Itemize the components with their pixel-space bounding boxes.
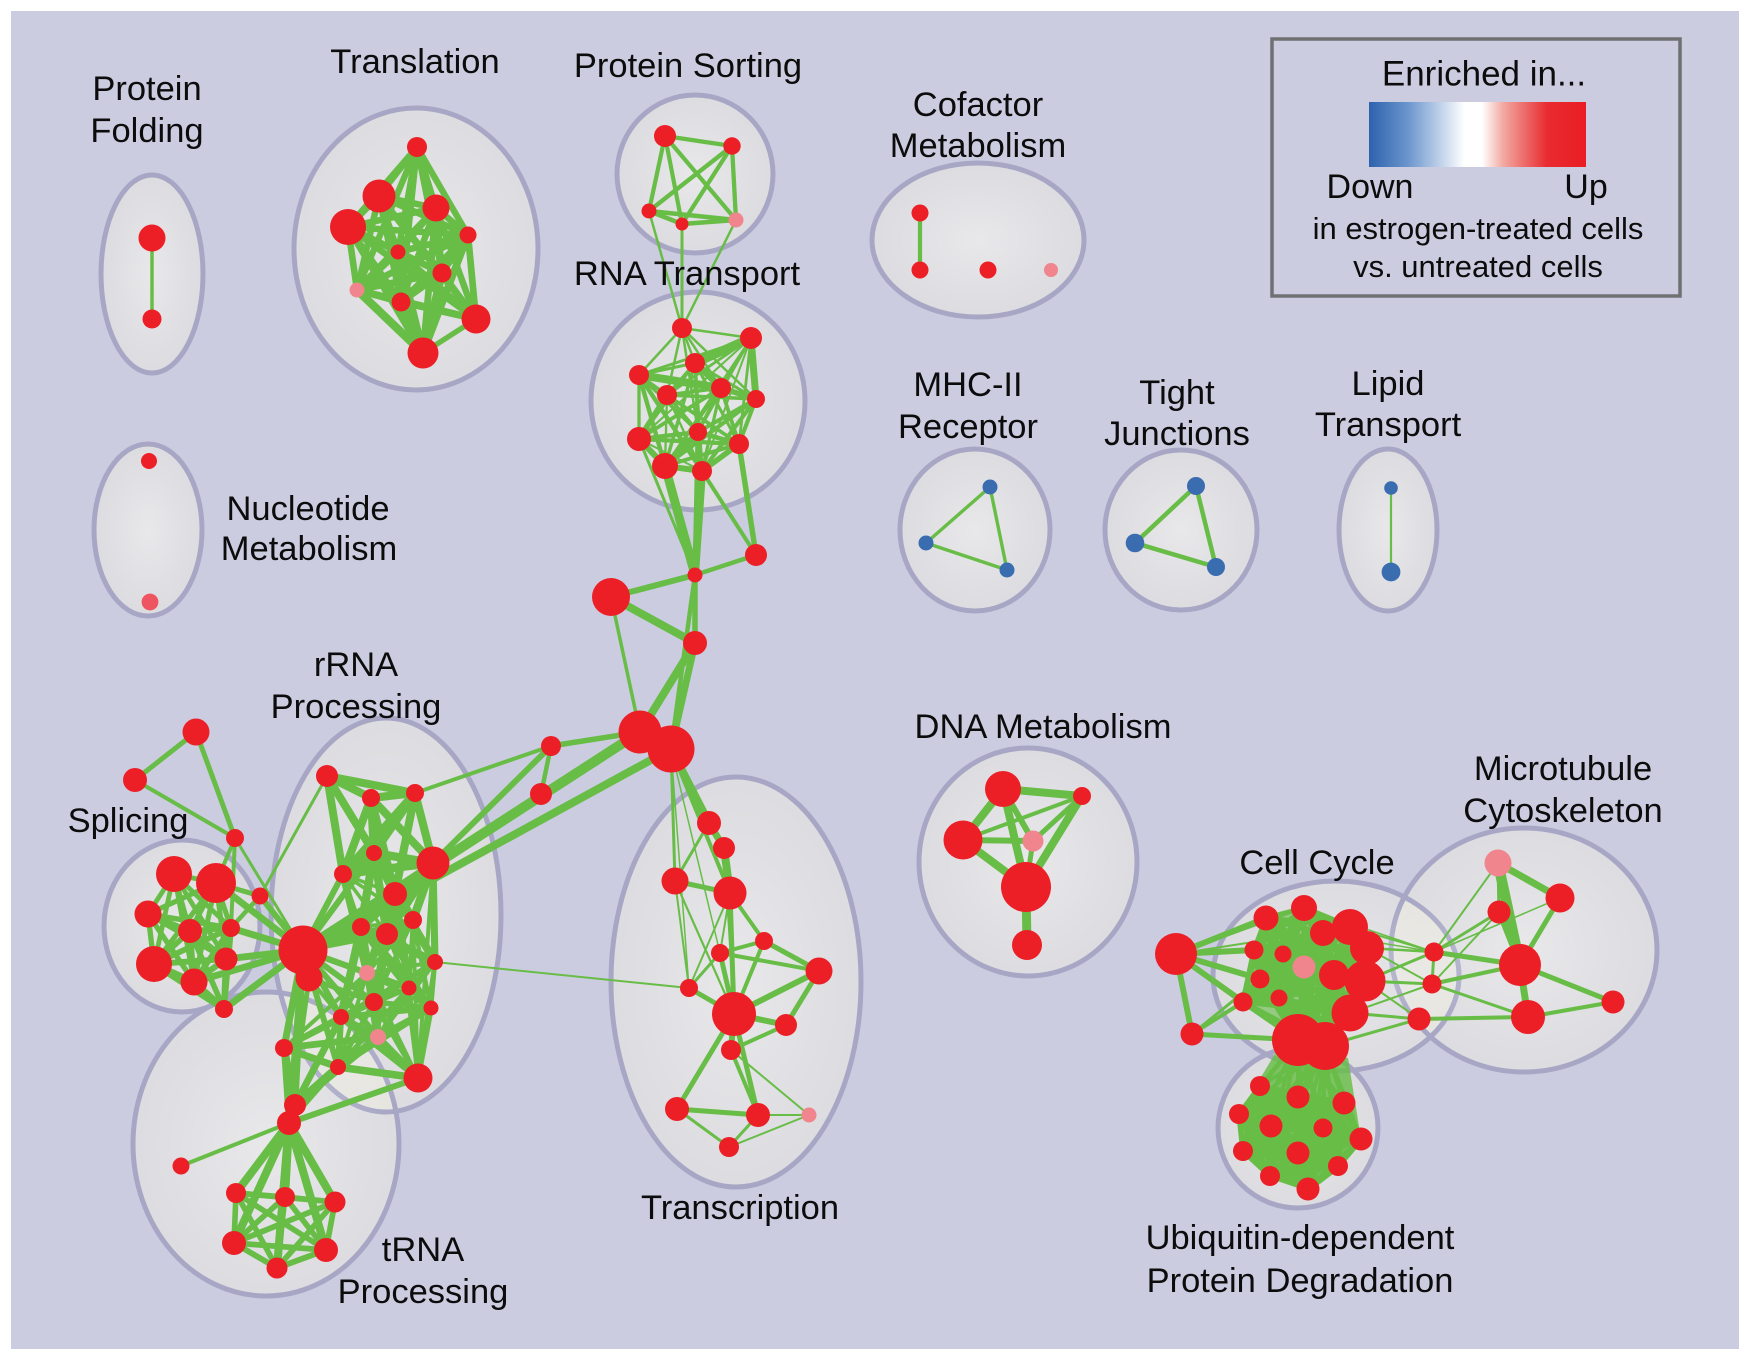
svg-text:Splicing: Splicing bbox=[68, 802, 189, 840]
svg-text:Lipid: Lipid bbox=[1352, 365, 1425, 403]
svg-text:Protein Sorting: Protein Sorting bbox=[574, 47, 802, 85]
svg-text:Microtubule: Microtubule bbox=[1474, 750, 1652, 788]
svg-text:DNA Metabolism: DNA Metabolism bbox=[915, 708, 1172, 746]
svg-text:Up: Up bbox=[1564, 168, 1607, 206]
svg-text:Down: Down bbox=[1327, 168, 1414, 206]
svg-text:Folding: Folding bbox=[90, 112, 203, 150]
svg-text:Translation: Translation bbox=[330, 43, 499, 81]
svg-text:Ubiquitin-dependent: Ubiquitin-dependent bbox=[1146, 1219, 1455, 1257]
svg-text:MHC-II: MHC-II bbox=[913, 366, 1022, 404]
svg-text:Processing: Processing bbox=[271, 688, 442, 726]
svg-text:Protein: Protein bbox=[92, 70, 201, 108]
svg-text:Cytoskeleton: Cytoskeleton bbox=[1463, 792, 1662, 830]
svg-text:Enriched in...: Enriched in... bbox=[1382, 54, 1586, 93]
svg-text:in estrogen-treated cells: in estrogen-treated cells bbox=[1313, 211, 1644, 246]
svg-text:Junctions: Junctions bbox=[1104, 415, 1250, 453]
svg-text:Processing: Processing bbox=[338, 1273, 509, 1311]
svg-text:Transcription: Transcription bbox=[641, 1189, 839, 1227]
svg-text:tRNA: tRNA bbox=[382, 1231, 464, 1269]
svg-text:rRNA: rRNA bbox=[314, 646, 398, 684]
svg-text:Metabolism: Metabolism bbox=[890, 127, 1066, 165]
svg-text:RNA Transport: RNA Transport bbox=[574, 255, 801, 293]
svg-text:Protein Degradation: Protein Degradation bbox=[1147, 1262, 1454, 1300]
svg-text:Cofactor: Cofactor bbox=[913, 86, 1043, 124]
svg-text:Metabolism: Metabolism bbox=[221, 530, 397, 568]
svg-text:Transport: Transport bbox=[1315, 406, 1462, 444]
svg-text:Receptor: Receptor bbox=[898, 408, 1038, 446]
svg-text:vs. untreated cells: vs. untreated cells bbox=[1353, 249, 1603, 284]
svg-text:Cell Cycle: Cell Cycle bbox=[1239, 844, 1394, 882]
svg-text:Tight: Tight bbox=[1139, 374, 1215, 412]
svg-text:Nucleotide: Nucleotide bbox=[226, 490, 389, 528]
